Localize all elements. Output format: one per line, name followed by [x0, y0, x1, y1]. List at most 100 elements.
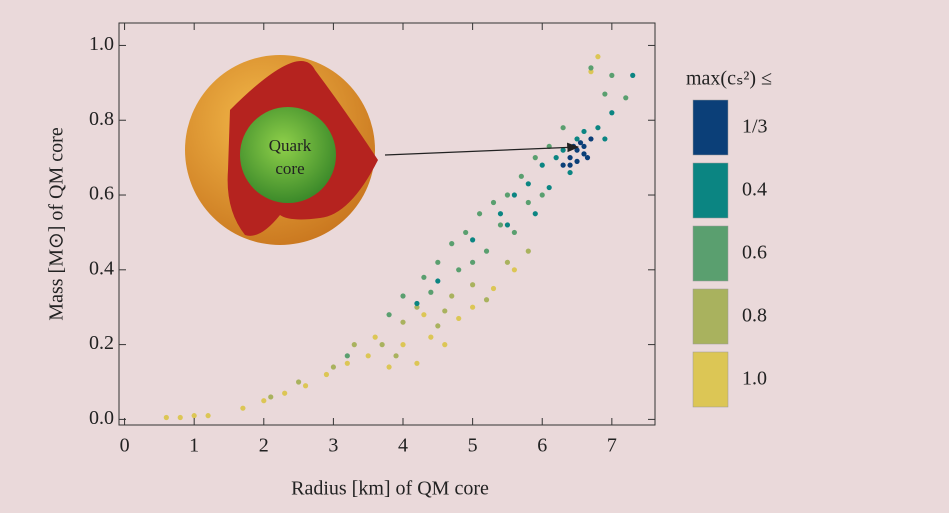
point — [505, 222, 510, 227]
point — [567, 163, 572, 168]
point — [505, 192, 510, 197]
point — [561, 148, 566, 153]
arrow — [385, 147, 578, 155]
point — [449, 293, 454, 298]
quark-core — [240, 107, 336, 203]
annotation: core — [275, 159, 304, 178]
point — [164, 415, 169, 420]
legend-swatch — [693, 100, 728, 155]
point — [324, 372, 329, 377]
point — [512, 267, 517, 272]
point — [352, 342, 357, 347]
point — [609, 110, 614, 115]
point — [484, 249, 489, 254]
point — [303, 383, 308, 388]
point — [602, 91, 607, 96]
point — [533, 155, 538, 160]
point — [463, 230, 468, 235]
point — [595, 54, 600, 59]
point — [178, 415, 183, 420]
point — [609, 73, 614, 78]
point — [484, 297, 489, 302]
point — [282, 391, 287, 396]
x-tick-label: 3 — [328, 435, 338, 457]
chart: Quark core Radius [km] of QM core Mass [… — [0, 0, 949, 513]
point — [470, 305, 475, 310]
annotation: Quark — [269, 136, 312, 155]
legend-swatch — [693, 226, 728, 281]
y-tick-label: 0.4 — [89, 257, 114, 279]
point — [554, 155, 559, 160]
legend-label: 1.0 — [742, 368, 767, 390]
point — [512, 192, 517, 197]
point — [512, 230, 517, 235]
point — [526, 249, 531, 254]
y-tick-label: 0.8 — [89, 108, 114, 130]
point — [414, 301, 419, 306]
y-tick-label: 0.0 — [89, 407, 114, 429]
point — [470, 260, 475, 265]
legend-label: 0.4 — [742, 179, 767, 201]
point — [206, 413, 211, 418]
point — [498, 222, 503, 227]
point — [574, 159, 579, 164]
point — [449, 241, 454, 246]
point — [421, 312, 426, 317]
point — [331, 364, 336, 369]
point — [435, 260, 440, 265]
x-tick-label: 1 — [189, 435, 199, 457]
plot-frame — [119, 23, 655, 425]
point — [456, 316, 461, 321]
point — [345, 353, 350, 358]
x-tick-label: 0 — [120, 435, 130, 457]
inset-star: Quark core — [185, 55, 378, 245]
point — [588, 65, 593, 70]
legend-label: 0.8 — [742, 305, 767, 327]
point — [414, 361, 419, 366]
point — [477, 211, 482, 216]
point — [400, 320, 405, 325]
legend-label: 0.6 — [742, 242, 767, 264]
point — [491, 286, 496, 291]
point — [400, 342, 405, 347]
point — [421, 275, 426, 280]
point — [192, 413, 197, 418]
y-tick-label: 0.6 — [89, 183, 114, 205]
point — [588, 136, 593, 141]
point — [581, 144, 586, 149]
point — [581, 129, 586, 134]
y-tick-label: 0.2 — [89, 332, 114, 354]
point — [373, 335, 378, 340]
point — [585, 155, 590, 160]
point — [386, 364, 391, 369]
point — [533, 211, 538, 216]
point — [561, 125, 566, 130]
point — [595, 125, 600, 130]
point — [526, 181, 531, 186]
point — [602, 136, 607, 141]
point — [623, 95, 628, 100]
x-tick-label: 2 — [259, 435, 269, 457]
legend-swatch — [693, 289, 728, 344]
x-tick-label: 4 — [398, 435, 408, 457]
point — [393, 353, 398, 358]
legend-swatch — [693, 163, 728, 218]
x-tick-label: 5 — [468, 435, 478, 457]
point — [505, 260, 510, 265]
legend-label: 1/3 — [742, 116, 768, 138]
point — [491, 200, 496, 205]
point — [630, 73, 635, 78]
point — [567, 170, 572, 175]
point — [540, 192, 545, 197]
y-tick-label: 1.0 — [89, 33, 114, 55]
point — [567, 155, 572, 160]
point — [345, 361, 350, 366]
legend-swatch — [693, 352, 728, 407]
point — [435, 278, 440, 283]
point — [526, 200, 531, 205]
point — [366, 353, 371, 358]
point — [498, 211, 503, 216]
point — [547, 185, 552, 190]
point — [470, 282, 475, 287]
point — [386, 312, 391, 317]
